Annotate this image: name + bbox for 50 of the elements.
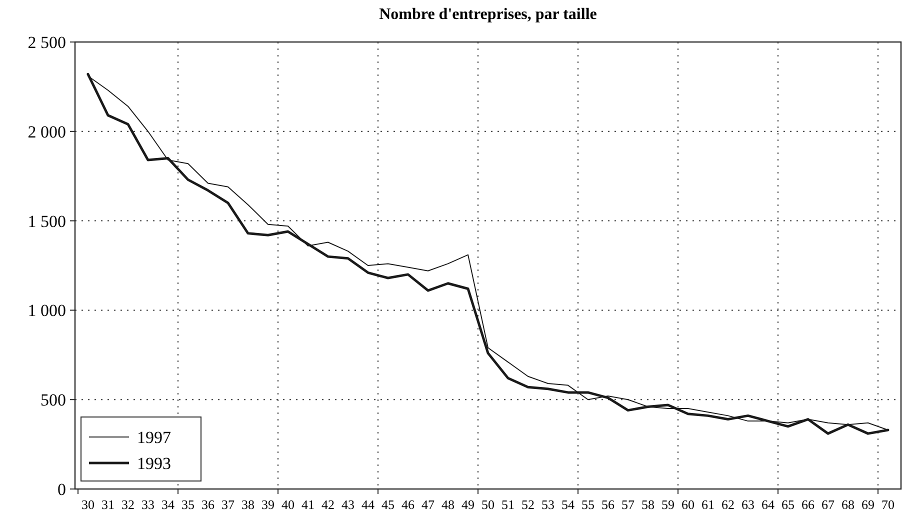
x-tick-label: 35 — [182, 497, 194, 512]
x-tick-label: 58 — [642, 497, 654, 512]
x-tick-label: 66 — [802, 497, 815, 512]
x-tick-label: 54 — [562, 497, 575, 512]
x-tick-label: 38 — [242, 497, 254, 512]
x-tick-label: 32 — [122, 497, 134, 512]
x-tick-label: 46 — [402, 497, 415, 512]
y-tick-label: 2 000 — [28, 122, 66, 142]
y-tick-label: 500 — [40, 390, 66, 410]
x-tick-label: 49 — [462, 497, 474, 512]
x-tick-label: 64 — [762, 497, 775, 512]
x-tick-label: 67 — [822, 497, 835, 512]
x-tick-label: 50 — [482, 497, 494, 512]
y-tick-label: 1 500 — [28, 212, 66, 231]
x-tick-label: 60 — [682, 497, 694, 512]
x-tick-label: 53 — [542, 497, 554, 512]
y-tick-label: 0 — [58, 480, 66, 499]
x-tick-label: 48 — [442, 497, 454, 512]
x-tick-label: 57 — [622, 497, 635, 512]
y-tick-label: 1 000 — [28, 301, 66, 320]
x-tick-label: 45 — [382, 497, 394, 512]
x-tick-label: 63 — [742, 497, 754, 512]
x-tick-label: 61 — [702, 497, 714, 512]
x-tick-label: 44 — [362, 497, 375, 512]
legend-label: 1997 — [137, 428, 172, 447]
x-tick-label: 37 — [222, 497, 235, 512]
x-tick-label: 43 — [342, 497, 354, 512]
x-tick-label: 59 — [662, 497, 674, 512]
x-tick-label: 40 — [282, 497, 294, 512]
x-tick-label: 69 — [862, 497, 874, 512]
x-tick-label: 65 — [782, 497, 794, 512]
x-tick-label: 39 — [262, 497, 274, 512]
x-tick-label: 47 — [422, 497, 435, 512]
x-tick-label: 55 — [582, 497, 594, 512]
x-tick-label: 62 — [722, 497, 734, 512]
x-tick-label: 52 — [522, 497, 534, 512]
x-tick-label: 68 — [842, 497, 854, 512]
x-tick-label: 42 — [322, 497, 334, 512]
x-tick-label: 56 — [602, 497, 615, 512]
x-tick-label: 30 — [82, 497, 94, 512]
x-tick-label: 70 — [882, 497, 894, 512]
chart-title: Nombre d'entreprises, par taille — [379, 6, 597, 23]
y-tick-label: 2 500 — [28, 32, 66, 52]
x-tick-label: 36 — [202, 497, 215, 512]
x-tick-label: 31 — [102, 497, 114, 512]
x-tick-label: 41 — [302, 497, 314, 512]
legend-label: 1993 — [137, 454, 171, 473]
x-tick-label: 33 — [142, 497, 154, 512]
x-tick-label: 51 — [502, 497, 514, 512]
x-tick-label: 34 — [162, 497, 175, 512]
